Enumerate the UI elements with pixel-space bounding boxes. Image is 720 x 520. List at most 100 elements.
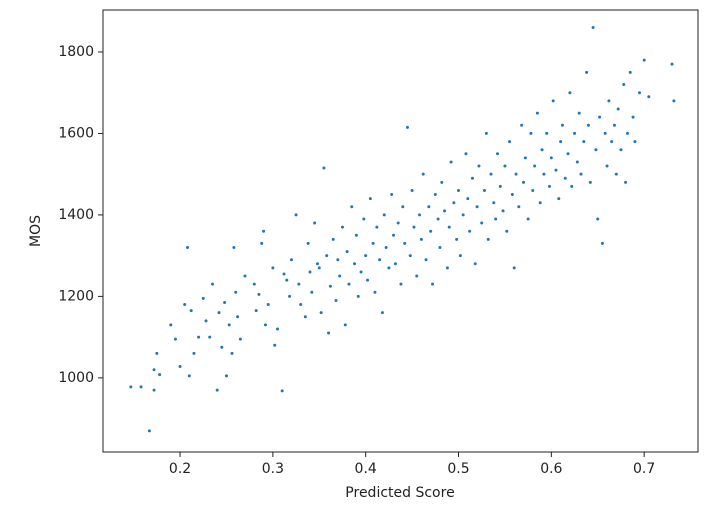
point bbox=[310, 290, 314, 294]
point bbox=[421, 172, 425, 176]
y-tick-label: 1400 bbox=[58, 207, 94, 223]
x-tick-label: 0.3 bbox=[262, 461, 284, 477]
y-tick-label: 1200 bbox=[58, 288, 94, 304]
point bbox=[334, 298, 338, 302]
point bbox=[254, 309, 258, 313]
x-axis-label: Predicted Score bbox=[345, 485, 454, 501]
point bbox=[412, 225, 416, 229]
point bbox=[192, 351, 196, 355]
point bbox=[619, 148, 623, 152]
point bbox=[457, 188, 461, 192]
point bbox=[429, 229, 433, 233]
point bbox=[289, 258, 293, 262]
point bbox=[510, 193, 514, 197]
point bbox=[559, 140, 563, 144]
point bbox=[600, 241, 604, 245]
point bbox=[542, 172, 546, 176]
point bbox=[280, 389, 284, 393]
point bbox=[238, 337, 242, 341]
point bbox=[232, 245, 236, 249]
point bbox=[288, 294, 292, 298]
point bbox=[464, 152, 468, 156]
point bbox=[505, 229, 509, 233]
point bbox=[533, 164, 537, 168]
point bbox=[579, 172, 583, 176]
point bbox=[614, 172, 618, 176]
point bbox=[526, 217, 530, 221]
plot-frame bbox=[102, 9, 699, 453]
point bbox=[625, 131, 629, 135]
point bbox=[371, 241, 375, 245]
point bbox=[152, 388, 156, 392]
point bbox=[375, 225, 379, 229]
point bbox=[622, 83, 626, 87]
point bbox=[294, 213, 298, 217]
point bbox=[211, 282, 215, 286]
point bbox=[169, 323, 173, 327]
point bbox=[418, 213, 422, 217]
point bbox=[585, 70, 589, 74]
x-tick-label: 0.4 bbox=[355, 461, 377, 477]
point bbox=[501, 209, 505, 213]
point bbox=[387, 266, 391, 270]
point bbox=[390, 193, 394, 197]
point bbox=[215, 388, 219, 392]
point bbox=[306, 241, 310, 245]
point bbox=[605, 164, 609, 168]
point bbox=[405, 125, 409, 129]
x-tick-label: 0.5 bbox=[447, 461, 469, 477]
point bbox=[612, 123, 616, 127]
point bbox=[297, 282, 301, 286]
point bbox=[362, 217, 366, 221]
y-axis-label: MOS bbox=[28, 215, 44, 247]
point bbox=[452, 201, 456, 205]
point bbox=[582, 140, 586, 144]
point bbox=[631, 115, 635, 119]
point bbox=[560, 123, 564, 127]
point bbox=[575, 160, 579, 164]
point bbox=[366, 278, 370, 282]
point bbox=[408, 254, 412, 258]
point bbox=[670, 62, 674, 66]
point bbox=[520, 123, 524, 127]
point bbox=[438, 245, 442, 249]
point bbox=[183, 303, 187, 307]
point bbox=[503, 164, 507, 168]
point bbox=[139, 385, 143, 389]
point bbox=[392, 233, 396, 237]
point bbox=[266, 303, 270, 307]
point bbox=[447, 225, 451, 229]
point bbox=[336, 258, 340, 262]
y-tick-label: 1600 bbox=[58, 125, 94, 141]
point bbox=[322, 166, 326, 170]
point bbox=[475, 205, 479, 209]
point bbox=[594, 148, 598, 152]
point bbox=[158, 373, 162, 377]
point bbox=[484, 131, 488, 135]
point bbox=[445, 266, 449, 270]
point bbox=[338, 274, 342, 278]
point bbox=[633, 140, 637, 144]
x-tick-label: 0.7 bbox=[633, 461, 655, 477]
point bbox=[368, 197, 372, 201]
point bbox=[224, 374, 228, 378]
point bbox=[443, 209, 447, 213]
point bbox=[401, 205, 405, 209]
x-tick-label: 0.2 bbox=[169, 461, 191, 477]
point bbox=[325, 254, 329, 258]
point bbox=[271, 266, 275, 270]
point bbox=[155, 351, 159, 355]
point bbox=[220, 345, 224, 349]
point bbox=[483, 188, 487, 192]
point bbox=[382, 213, 386, 217]
point bbox=[638, 91, 642, 95]
point bbox=[234, 290, 238, 294]
point bbox=[577, 111, 581, 115]
point bbox=[551, 99, 555, 103]
point bbox=[185, 245, 189, 249]
point bbox=[540, 148, 544, 152]
point bbox=[350, 205, 354, 209]
point bbox=[535, 111, 539, 115]
point bbox=[308, 270, 312, 274]
